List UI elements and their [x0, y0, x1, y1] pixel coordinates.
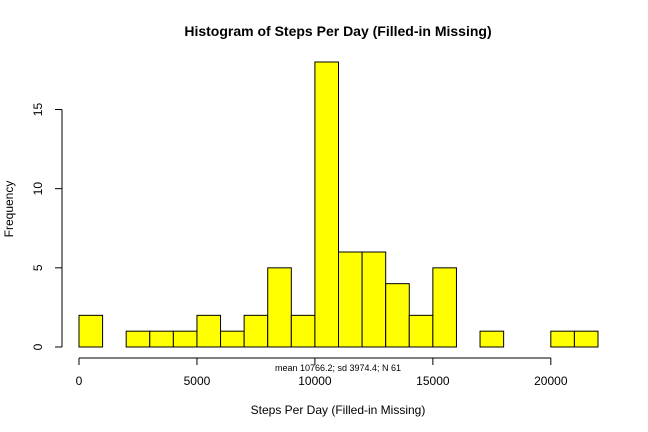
histogram-bar	[432, 267, 457, 348]
histogram-bar	[550, 330, 575, 348]
histogram-bar	[338, 251, 363, 348]
histogram-bar	[267, 267, 292, 348]
y-axis-label: Frequency	[2, 181, 16, 238]
histogram-bar	[78, 314, 104, 348]
histogram-bar	[385, 283, 410, 348]
histogram-bar	[172, 330, 198, 348]
x-tick-label: 0	[76, 374, 83, 388]
summary-annotation: mean 10766.2; sd 3974.4; N 61	[275, 363, 401, 373]
histogram-bar	[220, 330, 245, 348]
x-axis: 0 5000 10000 15000 20000	[76, 357, 568, 388]
x-tick-label: 10000	[298, 374, 332, 388]
histogram-bar	[408, 314, 434, 348]
y-tick-label: 5	[31, 264, 45, 271]
x-tick-label: 20000	[534, 374, 568, 388]
histogram-bar	[314, 61, 339, 348]
histogram-bar	[243, 314, 269, 348]
y-tick-label: 15	[31, 103, 45, 117]
x-axis-label: Steps Per Day (Filled-in Missing)	[251, 403, 426, 417]
histogram-bar	[125, 330, 151, 348]
y-tick-label: 10	[31, 182, 45, 196]
histogram-bar	[361, 251, 387, 348]
histogram-bar	[149, 330, 174, 348]
y-tick-label: 0	[31, 343, 45, 350]
histogram-bar	[573, 330, 599, 348]
y-axis: 0 5 10 15	[31, 103, 63, 350]
histogram-bar	[196, 314, 222, 348]
chart-title: Histogram of Steps Per Day (Filled-in Mi…	[184, 23, 491, 39]
x-tick-label: 15000	[416, 374, 450, 388]
histogram-bar	[479, 330, 505, 348]
x-tick-label: 5000	[184, 374, 211, 388]
histogram-bar	[290, 314, 316, 348]
histogram-bars	[78, 61, 599, 348]
